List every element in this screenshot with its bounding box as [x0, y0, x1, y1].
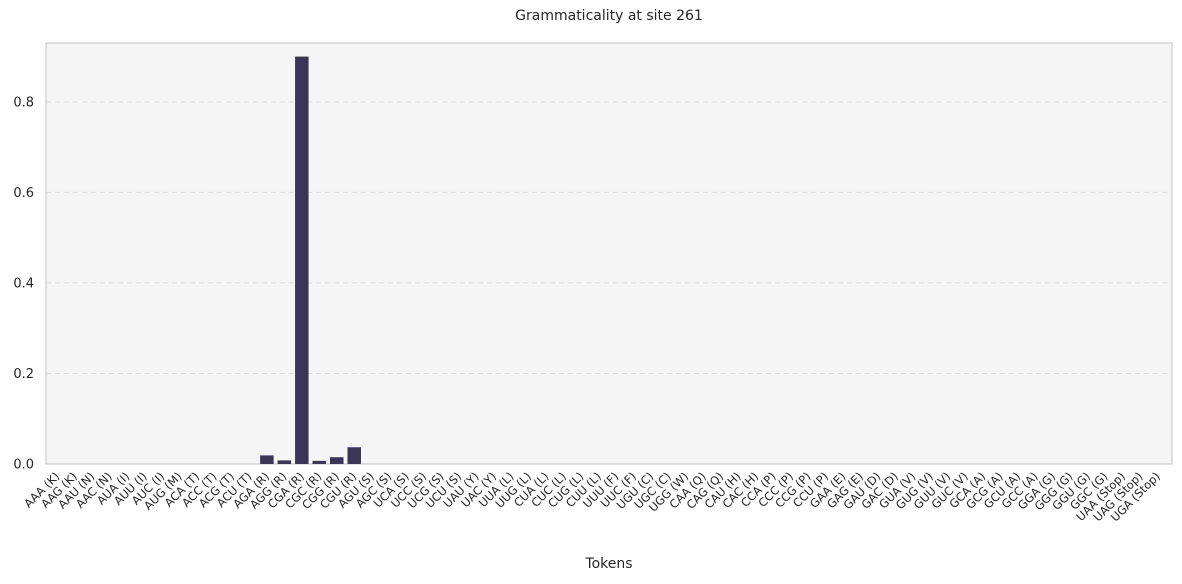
bar [330, 457, 344, 464]
chart-title: Grammaticality at site 261 [515, 8, 703, 24]
y-axis-ticks: 0.0 0.2 0.4 0.6 0.8 [13, 95, 34, 472]
y-tick-label: 0.0 [13, 458, 34, 473]
y-tick-label: 0.6 [13, 186, 34, 201]
bar [312, 460, 327, 464]
y-tick-label: 0.4 [13, 276, 34, 291]
bars [260, 56, 361, 464]
bar [260, 455, 274, 464]
bar [277, 460, 292, 464]
plot-area [45, 42, 1173, 465]
x-axis-ticks: AAA (K)AAG (K)AAU (N)AAC (N)AUA (I)AUU (… [21, 469, 1163, 524]
y-tick-label: 0.2 [13, 367, 34, 382]
x-axis-label: Tokens [585, 556, 633, 572]
grid-lines [46, 101, 1172, 374]
y-tick-label: 0.8 [13, 95, 34, 110]
bar [347, 447, 361, 464]
bar [295, 56, 309, 464]
